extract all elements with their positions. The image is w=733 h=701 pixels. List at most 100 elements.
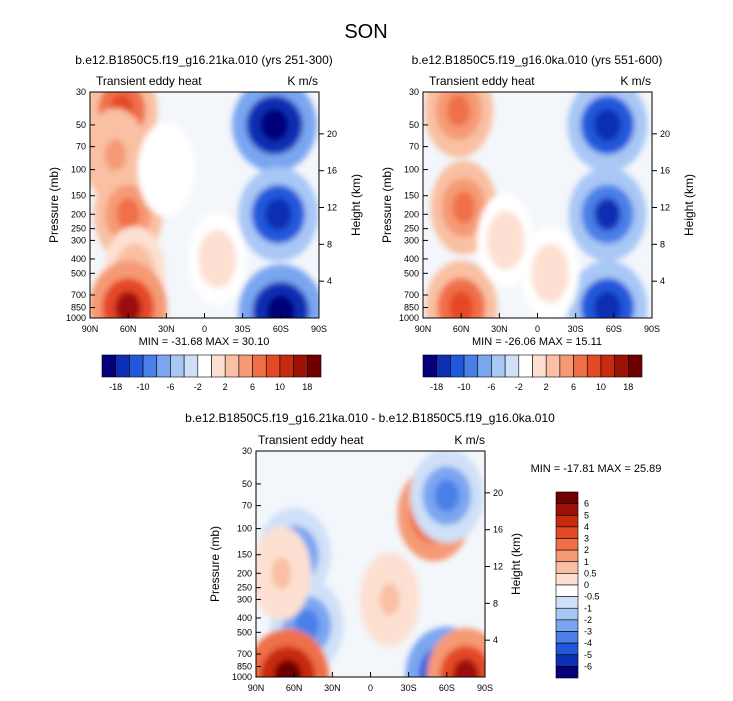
contour-core [260,108,289,142]
colorbar-box [555,549,579,563]
colorbar-box [555,561,579,574]
colorbar-box [555,526,579,539]
colorbar-box [586,354,602,378]
colorbar-box [504,354,520,378]
colorbar-box [279,354,294,378]
lat-tick-label: 30N [324,683,341,693]
contour-core [447,94,471,127]
pressure-tick-label: 30 [76,87,86,97]
colorbar-box [224,354,240,378]
lat-tick-label: 30N [491,324,508,334]
colorbar-label: -6 [166,382,174,392]
colorbar-box [450,354,465,378]
colorbar-label: -10 [458,382,471,392]
contour-core [116,198,140,231]
colorbar-label: -18 [430,382,443,392]
colorbar-label: -3 [584,627,592,637]
colorbar-box [555,538,579,551]
colorbar-label: -4 [584,638,592,648]
colorbar-box [600,354,615,378]
panel-1-plot-area [90,92,319,318]
pressure-tick-label: 400 [71,254,86,264]
pressure-tick-label: 200 [237,568,252,578]
colorbar-label: 3 [584,534,589,544]
colorbar-box [252,354,267,378]
panel-diff-colorbar: 65 4 32 10.5 0 -0.5-1 -2 -3-4 -5-6 [555,491,600,679]
pressure-tick-label: 250 [71,224,86,234]
panel-diff-title: b.e12.B1850C5.f19_g16.21ka.010 - b.e12.B… [185,411,555,425]
contour-core [104,139,127,172]
panel-diff-units: K m/s [454,433,485,447]
pressure-tick-label: 850 [71,303,86,313]
contour-core [274,659,302,677]
colorbar-label: 10 [275,382,285,392]
colorbar-box [477,354,492,378]
panel-1-colorbar: -18 -10 -6 -2 2 6 10 18 [101,354,322,392]
colorbar-box [129,354,144,378]
lat-tick-label: 30N [158,324,175,334]
colorbar-label: 4 [584,522,589,532]
pressure-tick-label: 500 [71,268,86,278]
contour-core [264,198,292,231]
pressure-tick-label: 300 [237,594,252,604]
contour-core [594,108,621,142]
pressure-tick-label: 700 [71,290,86,300]
contour-core [540,257,560,290]
height-tick-label: 12 [660,203,670,213]
colorbar-label: 6 [250,382,255,392]
colorbar-box [183,354,199,378]
colorbar-box [555,584,579,597]
height-tick-label: 4 [327,276,332,286]
lat-tick-label: 0 [368,683,373,693]
lat-tick-label: 60S [439,683,455,693]
contour-core [207,242,227,276]
colorbar-label: 6 [584,499,589,509]
colorbar-box [555,654,579,667]
panel-1: b.e12.B1850C5.f19_g16.21ka.010 (yrs 251-… [47,53,363,392]
colorbar-label: 1 [584,557,589,567]
colorbar-label: -5 [584,650,592,660]
colorbar-label: 18 [623,382,633,392]
colorbar-box [555,619,579,632]
pressure-tick-label: 70 [76,142,86,152]
lat-tick-label: 90S [644,324,660,334]
lat-tick-label: 60S [273,324,289,334]
lat-tick-label: 60N [453,324,470,334]
pressure-tick-label: 500 [237,627,252,637]
panel-diff-plot-area [256,451,485,677]
colorbar-label: -2 [584,615,592,625]
colorbar-label: 5 [584,510,589,520]
panel-diff: b.e12.B1850C5.f19_g16.21ka.010 - b.e12.B… [185,411,661,693]
page-title: SON [344,21,387,43]
contour-core [594,198,621,231]
colorbar-label: 10 [596,382,606,392]
pressure-tick-label: 400 [404,254,419,264]
lat-tick-label: 60S [606,324,622,334]
pressure-tick-label: 250 [237,583,252,593]
contour-core [266,295,295,318]
contour-core [434,479,460,512]
pressure-tick-label: 100 [71,165,86,175]
colorbar-box [555,642,579,656]
colorbar-box [293,354,308,378]
colorbar-label: -18 [109,382,122,392]
contour-core [379,583,400,616]
height-tick-label: 16 [327,166,337,176]
colorbar-label: 2 [584,545,589,555]
colorbar-box [170,354,185,378]
colorbar-box [211,354,226,378]
lat-tick-label: 0 [535,324,540,334]
colorbar-label: -6 [487,382,495,392]
colorbar-box [436,354,451,378]
lat-tick-label: 30S [235,324,251,334]
field-layer [424,92,648,318]
pressure-tick-label: 200 [404,209,419,219]
lat-tick-label: 90N [82,324,99,334]
colorbar-label: -2 [515,382,523,392]
colorbar-box [265,354,281,378]
lat-tick-label: 60N [286,683,303,693]
pressure-tick-label: 70 [242,501,252,511]
pressure-tick-label: 400 [237,613,252,623]
